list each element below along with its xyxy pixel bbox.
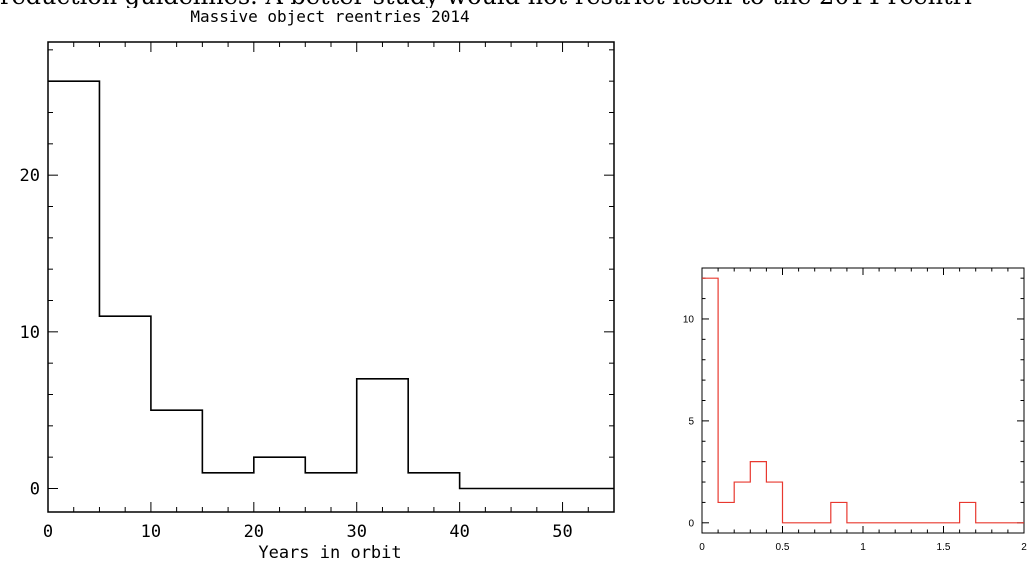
- inset-x-tick-label: 1.5: [937, 542, 951, 553]
- caption-fragment: reduction guidelines. A better study wou…: [0, 0, 1029, 8]
- inset-axis-ticks: [701, 268, 1025, 533]
- inset-tick-labels: 0 0.5 1 1.5 2 0 5 10: [683, 314, 1027, 553]
- main-x-tick-label: 40: [449, 522, 469, 542]
- main-x-axis-label: Years in orbit: [258, 543, 401, 563]
- inset-plot-frame: [701, 267, 1025, 534]
- main-chart-title: Massive object reentries 2014: [190, 7, 469, 26]
- inset-x-tick-label: 2: [1021, 542, 1027, 553]
- main-tick-labels: 0 10 20 30 40 50 0 10 20: [20, 166, 573, 542]
- main-histogram-chart: Massive object reentries 2014 0 10 20 30 40 5…: [20, 7, 615, 563]
- main-histogram-step-line: [48, 80, 614, 490]
- inset-x-tick-label: 0: [699, 542, 705, 553]
- main-y-tick-label: 10: [20, 323, 40, 343]
- inset-histogram-step-line: [702, 277, 1024, 524]
- main-x-tick-label: 0: [43, 522, 53, 542]
- inset-y-tick-label: 5: [688, 416, 694, 427]
- inset-x-tick-label: 0.5: [776, 542, 790, 553]
- main-x-tick-label: 20: [244, 522, 264, 542]
- main-plot-frame: [47, 41, 615, 513]
- main-x-tick-label: 10: [141, 522, 161, 542]
- main-y-tick-label: 20: [20, 166, 40, 186]
- inset-y-tick-label: 0: [688, 518, 694, 529]
- inset-x-tick-label: 1: [860, 542, 866, 553]
- main-x-tick-label: 50: [552, 522, 572, 542]
- main-y-tick-label: 0: [30, 479, 40, 499]
- inset-histogram-chart: 0 0.5 1 1.5 2 0 5 10: [683, 267, 1027, 553]
- main-axis-ticks: [47, 42, 615, 512]
- main-x-tick-label: 30: [346, 522, 366, 542]
- inset-y-tick-label: 10: [683, 314, 695, 325]
